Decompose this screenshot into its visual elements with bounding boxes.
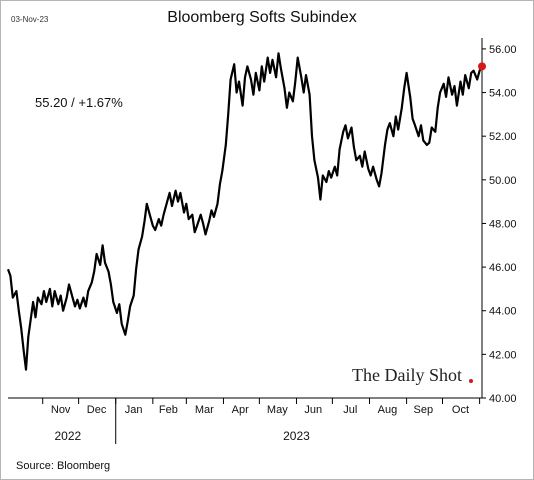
y-tick-label: 54.00 — [489, 88, 517, 100]
y-tick-label: 44.00 — [489, 306, 517, 318]
y-tick-label: 52.00 — [489, 131, 517, 143]
y-tick-label: 40.00 — [489, 393, 517, 405]
x-tick-label: May — [267, 404, 288, 416]
x-tick-label: Dec — [87, 404, 107, 416]
y-tick-label: 46.00 — [489, 262, 517, 274]
series-line — [6, 52, 483, 371]
x-tick-label: Apr — [232, 404, 249, 416]
y-tick-label: 48.00 — [489, 218, 517, 230]
x-tick-label: Jul — [343, 404, 357, 416]
x-tick-label: Feb — [159, 404, 178, 416]
chart-title: Bloomberg Softs Subindex — [167, 9, 356, 26]
x-tick-label: Sep — [414, 404, 434, 416]
value-annotation: 55.20 / +1.67% — [35, 95, 123, 110]
x-tick-label: Nov — [51, 404, 71, 416]
brand-logo: The Daily Shot — [352, 365, 462, 385]
x-tick-label: Aug — [378, 404, 398, 416]
brand-logo-dot — [469, 379, 473, 383]
y-tick-label: 42.00 — [489, 349, 517, 361]
x-tick-label: Jun — [304, 404, 322, 416]
year-label: 2023 — [283, 429, 310, 443]
y-tick-label: 50.00 — [489, 175, 517, 187]
last-value-marker — [478, 62, 486, 71]
x-tick-label: Mar — [195, 404, 214, 416]
x-tick-label: Jan — [125, 404, 143, 416]
axes-group: 40.00 42.00 44.00 46.00 48.00 50.00 52.00 54.00… — [8, 38, 517, 444]
y-tick-label: 56.00 — [489, 44, 517, 56]
chart-date: 03-Nov-23 — [11, 15, 49, 24]
series-group — [6, 52, 486, 371]
x-tick-label: Oct — [452, 404, 469, 416]
year-label: 2022 — [54, 429, 81, 443]
source-note: Source: Bloomberg — [16, 460, 110, 472]
